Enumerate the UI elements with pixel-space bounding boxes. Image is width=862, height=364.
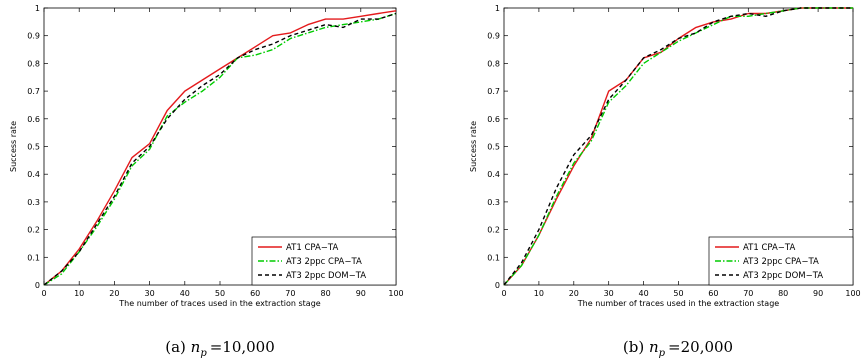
y-tick-label: 1 xyxy=(495,4,500,13)
x-tick-label: 20 xyxy=(109,289,119,298)
legend-box xyxy=(708,236,854,286)
y-tick-label: 0.3 xyxy=(487,198,500,207)
legend-box xyxy=(251,236,397,286)
caption-b: (b) np =20,000 xyxy=(623,338,733,359)
y-tick-label: 0.5 xyxy=(27,143,40,152)
x-tick-label: 90 xyxy=(356,289,366,298)
axis-ticks: 0 10 20 30 40 50 60 70 80 90 100 0 0.1 0.2 0.3 0.4 0.5 0.… xyxy=(487,4,860,298)
x-tick-label: 0 xyxy=(41,289,46,298)
x-tick-label: 0 xyxy=(501,289,506,298)
y-tick-label: 0.1 xyxy=(27,253,40,262)
y-tick-label: 1 xyxy=(35,4,40,13)
legend: AT1 CPA−TA AT3 2ppc CPA−TA AT3 2ppc DOM−TA xyxy=(251,236,397,286)
series-line-at3-cpa xyxy=(503,7,853,286)
x-tick-label: 60 xyxy=(708,289,718,298)
y-axis-label: Success rate xyxy=(469,121,478,172)
caption-value: =20,000 xyxy=(668,338,733,356)
caption-a: (a) np =10,000 xyxy=(165,338,275,359)
y-tick-label: 0.5 xyxy=(487,143,500,152)
caption-variable: n xyxy=(649,338,659,356)
x-tick-label: 70 xyxy=(285,289,295,298)
series-lines xyxy=(503,7,853,286)
y-tick-label: 0.4 xyxy=(487,170,500,179)
y-tick-label: 0.9 xyxy=(487,32,500,41)
x-tick-label: 100 xyxy=(845,289,860,298)
legend-entry: AT1 CPA−TA xyxy=(286,243,338,253)
x-tick-label: 30 xyxy=(604,289,614,298)
caption-subscript: p xyxy=(200,348,207,359)
series-line-at3-dom xyxy=(503,7,853,286)
y-tick-label: 0.4 xyxy=(27,170,40,179)
x-tick-label: 10 xyxy=(534,289,544,298)
x-tick-label: 30 xyxy=(145,289,155,298)
legend-entry: AT3 2ppc DOM−TA xyxy=(286,271,366,281)
y-tick-label: 0 xyxy=(495,281,500,290)
legend-entry: AT3 2ppc CPA−TA xyxy=(286,257,362,267)
y-tick-label: 0.6 xyxy=(27,115,40,124)
caption-prefix: (b) xyxy=(623,338,649,356)
y-tick-label: 0.7 xyxy=(487,87,500,96)
x-axis-label: The number of traces used in the extract… xyxy=(577,299,779,308)
y-tick-label: 0.8 xyxy=(27,59,40,68)
x-tick-label: 80 xyxy=(321,289,331,298)
caption-variable: n xyxy=(191,338,201,356)
y-axis-label: Success rate xyxy=(9,121,18,172)
legend-entry: AT1 CPA−TA xyxy=(743,243,795,253)
y-tick-label: 0 xyxy=(35,281,40,290)
x-tick-label: 60 xyxy=(250,289,260,298)
y-tick-label: 0.6 xyxy=(487,115,500,124)
series-line-at1 xyxy=(43,10,397,286)
y-tick-label: 0.1 xyxy=(487,253,500,262)
y-tick-label: 0.7 xyxy=(27,87,40,96)
x-tick-label: 70 xyxy=(743,289,753,298)
y-tick-label: 0.2 xyxy=(27,226,40,235)
chart-panel-a: 0 10 20 30 40 50 60 70 80 90 100 0 0.1 0.2 0.3 0.4 0.5 0.… xyxy=(9,4,404,308)
caption-prefix: (a) xyxy=(165,338,190,356)
legend-entry: AT3 2ppc DOM−TA xyxy=(743,271,823,281)
caption-subscript: p xyxy=(659,348,666,359)
x-axis-label: The number of traces used in the extract… xyxy=(118,299,320,308)
chart-panel-b: 0 10 20 30 40 50 60 70 80 90 100 0 0.1 0.2 0.3 0.4 0.5 0.… xyxy=(469,4,861,308)
x-tick-label: 40 xyxy=(639,289,649,298)
x-tick-label: 80 xyxy=(778,289,788,298)
caption-value: =10,000 xyxy=(210,338,275,356)
legend: AT1 CPA−TA AT3 2ppc CPA−TA AT3 2ppc DOM−TA xyxy=(708,236,854,286)
x-tick-label: 10 xyxy=(74,289,84,298)
x-tick-label: 50 xyxy=(673,289,683,298)
y-tick-label: 0.3 xyxy=(27,198,40,207)
x-tick-label: 20 xyxy=(569,289,579,298)
x-tick-label: 40 xyxy=(180,289,190,298)
series-line-at3-dom xyxy=(43,12,397,286)
y-tick-label: 0.9 xyxy=(27,32,40,41)
x-tick-label: 100 xyxy=(388,289,403,298)
y-tick-label: 0.8 xyxy=(487,59,500,68)
x-tick-label: 90 xyxy=(813,289,823,298)
x-tick-label: 50 xyxy=(215,289,225,298)
series-line-at3-cpa xyxy=(43,12,397,286)
series-lines xyxy=(43,10,397,286)
legend-entry: AT3 2ppc CPA−TA xyxy=(743,257,819,267)
y-tick-label: 0.2 xyxy=(487,226,500,235)
